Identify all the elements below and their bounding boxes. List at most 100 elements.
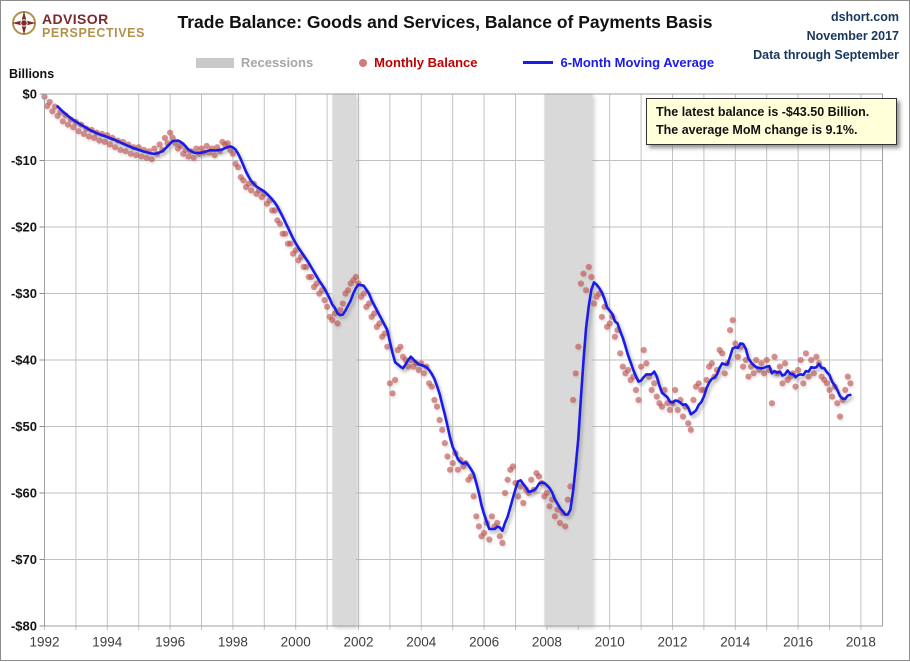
monthly-balance-dot [167,129,174,136]
monthly-balance-dot [392,376,399,383]
monthly-balance-dot [719,350,726,357]
monthly-balance-dot [834,400,841,407]
monthly-balance-dot [389,390,396,397]
monthly-balance-dot [475,523,482,530]
monthly-balance-dot [758,360,765,367]
monthly-balance-dot [638,363,645,370]
monthly-balance-dot [528,476,535,483]
monthly-balance-dot [546,503,553,510]
monthly-balance-dot [271,207,278,214]
monthly-balance-dot [753,356,760,364]
chart-legend: Recessions Monthly Balance 6-Month Movin… [1,55,909,70]
monthly-balance-dot [467,473,475,480]
monthly-balance-dot [85,133,93,140]
moving-average-line-icon [523,61,554,64]
monthly-balance-dot [303,263,310,270]
x-tick-label: 2018 [846,635,876,650]
monthly-balance-dot [729,317,736,324]
monthly-balance-dot [795,366,802,374]
monthly-balance-dot [732,340,739,347]
monthly-balance-dot [133,152,140,159]
monthly-balance-dot [156,141,163,148]
monthly-balance-dot [687,426,694,433]
x-tick-label: 2014 [720,635,751,650]
monthly-balance-dot [494,519,501,527]
monthly-balance-dot [91,134,98,141]
y-tick-label: -$30 [11,286,37,301]
legend-label-recessions: Recessions [240,55,314,70]
y-tick-label: -$10 [11,153,37,168]
monthly-balance-dot [661,386,668,393]
monthly-balance-dot [321,297,328,304]
monthly-balance-dot [324,303,331,310]
monthly-balance-dot [588,273,595,280]
monthly-balance-dot [779,380,786,387]
monthly-balance-dot [585,263,592,270]
monthly-balance-dot [106,141,113,148]
monthly-balance-dot [792,383,799,390]
monthly-balance-dot [583,287,590,294]
y-tick-label: -$80 [11,619,37,634]
monthly-balance-dot [365,300,373,307]
monthly-balance-dot [590,300,598,307]
monthly-balance-dot [447,466,454,473]
x-tick-label: 2006 [469,635,499,650]
monthly-balance-dot [515,493,522,500]
monthly-balance-dot [185,153,192,160]
y-tick-label: -$60 [11,486,37,501]
monthly-balance-dot [567,483,574,490]
y-axis-title: Billions [9,67,55,81]
legend-label-monthly-balance: Monthly Balance [374,55,478,70]
monthly-balance-dots [41,93,854,547]
monthly-balance-dot [441,440,448,447]
y-tick-label: $0 [23,87,37,102]
monthly-balance-dot [745,373,752,380]
monthly-balance-dot [658,403,666,410]
monthly-balance-dot [635,396,642,403]
recession-swatch-icon [195,57,234,68]
monthly-balance-dot [776,363,783,370]
monthly-balance-dot [371,310,378,317]
x-tick-label: 1996 [155,635,185,650]
page-title: Trade Balance: Goods and Services, Balan… [177,12,713,32]
monthly-balance-dot [535,473,543,480]
monthly-balance-dot [575,343,582,350]
monthly-balance-dot [276,220,284,227]
recession-band [544,94,593,626]
source-attribution: dshort.com November 2017 Data through Se… [753,8,899,64]
monthly-balance-dot [551,513,558,520]
x-tick-label: 1992 [29,635,59,650]
monthly-balance-dot [624,366,632,374]
monthly-balance-dot [138,153,145,160]
logo-text-advisor: ADVISOR [42,10,109,27]
monthly-balance-dot [651,380,658,387]
monthly-balance-dot [734,353,742,360]
monthly-balance-dot [619,363,626,370]
y-tick-label: -$20 [11,220,37,235]
monthly-balance-dot [51,103,59,110]
monthly-balance-dot [344,287,352,294]
monthly-balance-dot [617,350,624,357]
source-site: dshort.com [830,10,899,24]
monthly-balance-dot [334,320,341,327]
monthly-balance-dot [420,370,427,377]
monthly-balance-dot [122,148,129,155]
monthly-balance-dot [632,386,640,393]
monthly-balance-dot [690,396,697,403]
monthly-balance-dot [339,300,346,307]
monthly-balance-dot [449,460,456,467]
monthly-balance-dot [562,523,569,530]
monthly-balance-dot [292,247,299,254]
monthly-balance-dot [49,108,56,115]
monthly-balance-dot [313,280,320,287]
monthly-balance-dot [488,513,495,520]
x-tick-label: 2000 [281,635,311,650]
monthly-balance-dot [708,360,715,367]
monthly-balance-dot [240,177,247,184]
annotation-box: The latest balance is -$43.50 Billion. T… [646,98,897,146]
monthly-balance-dot [695,380,702,387]
x-tick-label: 2012 [657,635,687,650]
monthly-balance-dot [674,406,681,413]
monthly-balance-dot [193,145,200,152]
